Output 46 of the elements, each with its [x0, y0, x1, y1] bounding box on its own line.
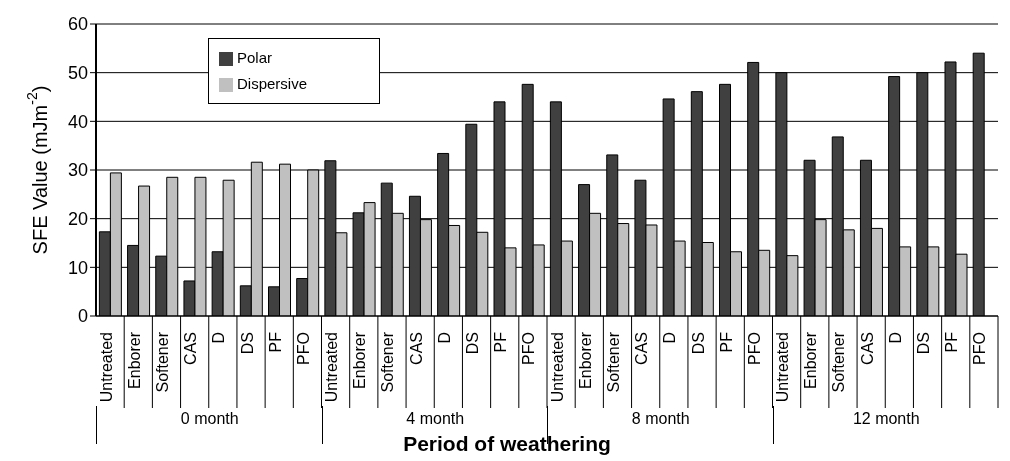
- x-tick-label: PFO: [971, 332, 989, 365]
- x-tick-label: D: [661, 332, 679, 344]
- x-tick-label: CAS: [858, 332, 876, 365]
- x-tick-label: Softener: [604, 331, 622, 393]
- x-tick-label: CAS: [633, 332, 651, 365]
- x-tick-label: Enborer: [351, 331, 369, 389]
- x-tick-label: PF: [943, 331, 961, 353]
- x-tick-label: Untreated: [774, 332, 792, 403]
- x-tick-label: D: [210, 332, 228, 344]
- x-tick-label: DS: [464, 332, 482, 355]
- legend-label: Dispersive: [237, 75, 308, 92]
- y-tick-label: 10: [67, 257, 88, 278]
- x-tick-label: DS: [689, 332, 707, 355]
- text: 12 month: [772, 406, 999, 444]
- x-tick-label: Enborer: [576, 331, 594, 389]
- y-tick-label: 20: [67, 209, 88, 230]
- x-tick-label: CAS: [407, 332, 425, 365]
- x-tick-label: PFO: [520, 332, 538, 365]
- y-tick-label: 30: [67, 160, 88, 181]
- x-tick-label: Untreated: [548, 332, 566, 403]
- y-tick-label: 60: [67, 14, 88, 35]
- x-tick-label: D: [886, 332, 904, 344]
- x-tick-label: PF: [717, 331, 735, 353]
- y-tick-label: 0: [77, 306, 88, 327]
- y-tick-label: 50: [67, 63, 88, 84]
- x-tick-label: PFO: [294, 332, 312, 365]
- x-tick-label: PF: [492, 331, 510, 353]
- text: 0 month: [96, 406, 323, 444]
- text: 8 month: [631, 410, 690, 427]
- x-tick-label: Softener: [379, 331, 397, 393]
- x-tick-label: DS: [915, 332, 933, 355]
- x-tick-label: Untreated: [323, 332, 341, 403]
- x-tick-label: Untreated: [97, 332, 115, 403]
- x-tick-label: Enborer: [125, 331, 143, 389]
- x-tick-label: DS: [238, 332, 256, 355]
- text: 4 month: [406, 410, 465, 427]
- y-tick-label: 40: [67, 111, 88, 132]
- x-tick-label: D: [435, 332, 453, 344]
- x-tick-label: CAS: [182, 332, 200, 365]
- x-tick-label: Softener: [153, 331, 171, 393]
- x-tick-label: PFO: [745, 332, 763, 365]
- x-axis-title: Period of weathering: [402, 432, 612, 456]
- legend-label: Polar: [237, 49, 273, 66]
- x-tick-label: Softener: [830, 331, 848, 393]
- x-tick-label: PF: [266, 331, 284, 353]
- x-tick-label: Enborer: [802, 331, 820, 389]
